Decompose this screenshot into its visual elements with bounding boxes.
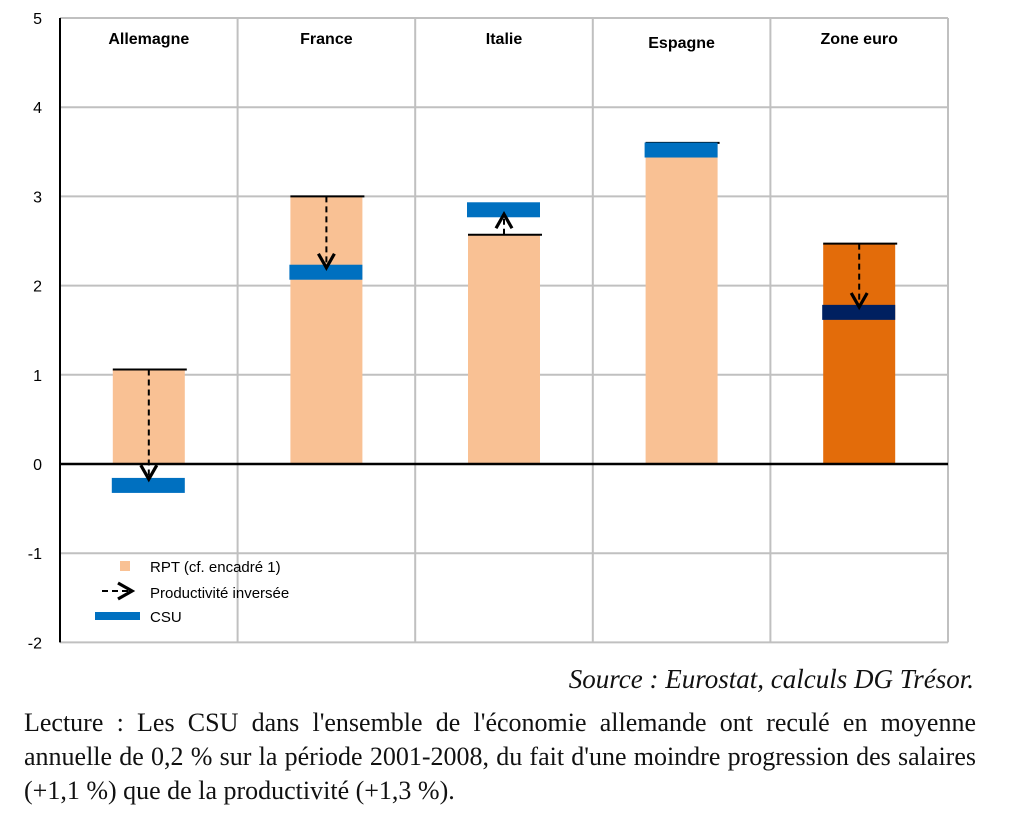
category-label: Espagne <box>648 35 715 52</box>
bar-csu <box>467 202 540 218</box>
y-tick-label: 4 <box>33 100 42 117</box>
y-tick-label: 5 <box>33 11 42 28</box>
bar-rpt <box>468 234 540 464</box>
source-note: Source : Eurostat, calculs DG Trésor. <box>568 664 974 694</box>
bar-csu <box>644 142 718 158</box>
category-label: Zone euro <box>821 31 899 48</box>
legend-label: Productivité inversée <box>150 585 289 602</box>
legend-label: CSU <box>150 609 182 626</box>
y-tick-label: -2 <box>28 635 42 652</box>
y-tick-label: 0 <box>33 457 42 474</box>
bar-rpt <box>823 243 896 464</box>
legend-label: RPT (cf. encadré 1) <box>150 559 281 576</box>
legend-csu-swatch <box>95 612 140 620</box>
y-tick-label: -1 <box>28 546 42 563</box>
bar-csu <box>822 304 896 320</box>
bar-rpt <box>645 142 718 464</box>
y-tick-label: 2 <box>33 279 42 296</box>
category-label: Allemagne <box>108 31 189 48</box>
y-tick-label: 1 <box>33 368 42 385</box>
category-label: France <box>300 31 353 48</box>
bar-csu <box>289 264 363 280</box>
y-tick-label: 3 <box>33 189 42 206</box>
bar-csu <box>111 477 185 493</box>
reading-note: Lecture : Les CSU dans l'ensemble de l'é… <box>24 708 976 805</box>
chart: -2 -1 0 1 2 3 4 5 Allemagne France Italie Espagne Zo… <box>28 11 949 652</box>
category-label: Italie <box>486 31 523 48</box>
legend-rpt-swatch <box>120 561 130 571</box>
